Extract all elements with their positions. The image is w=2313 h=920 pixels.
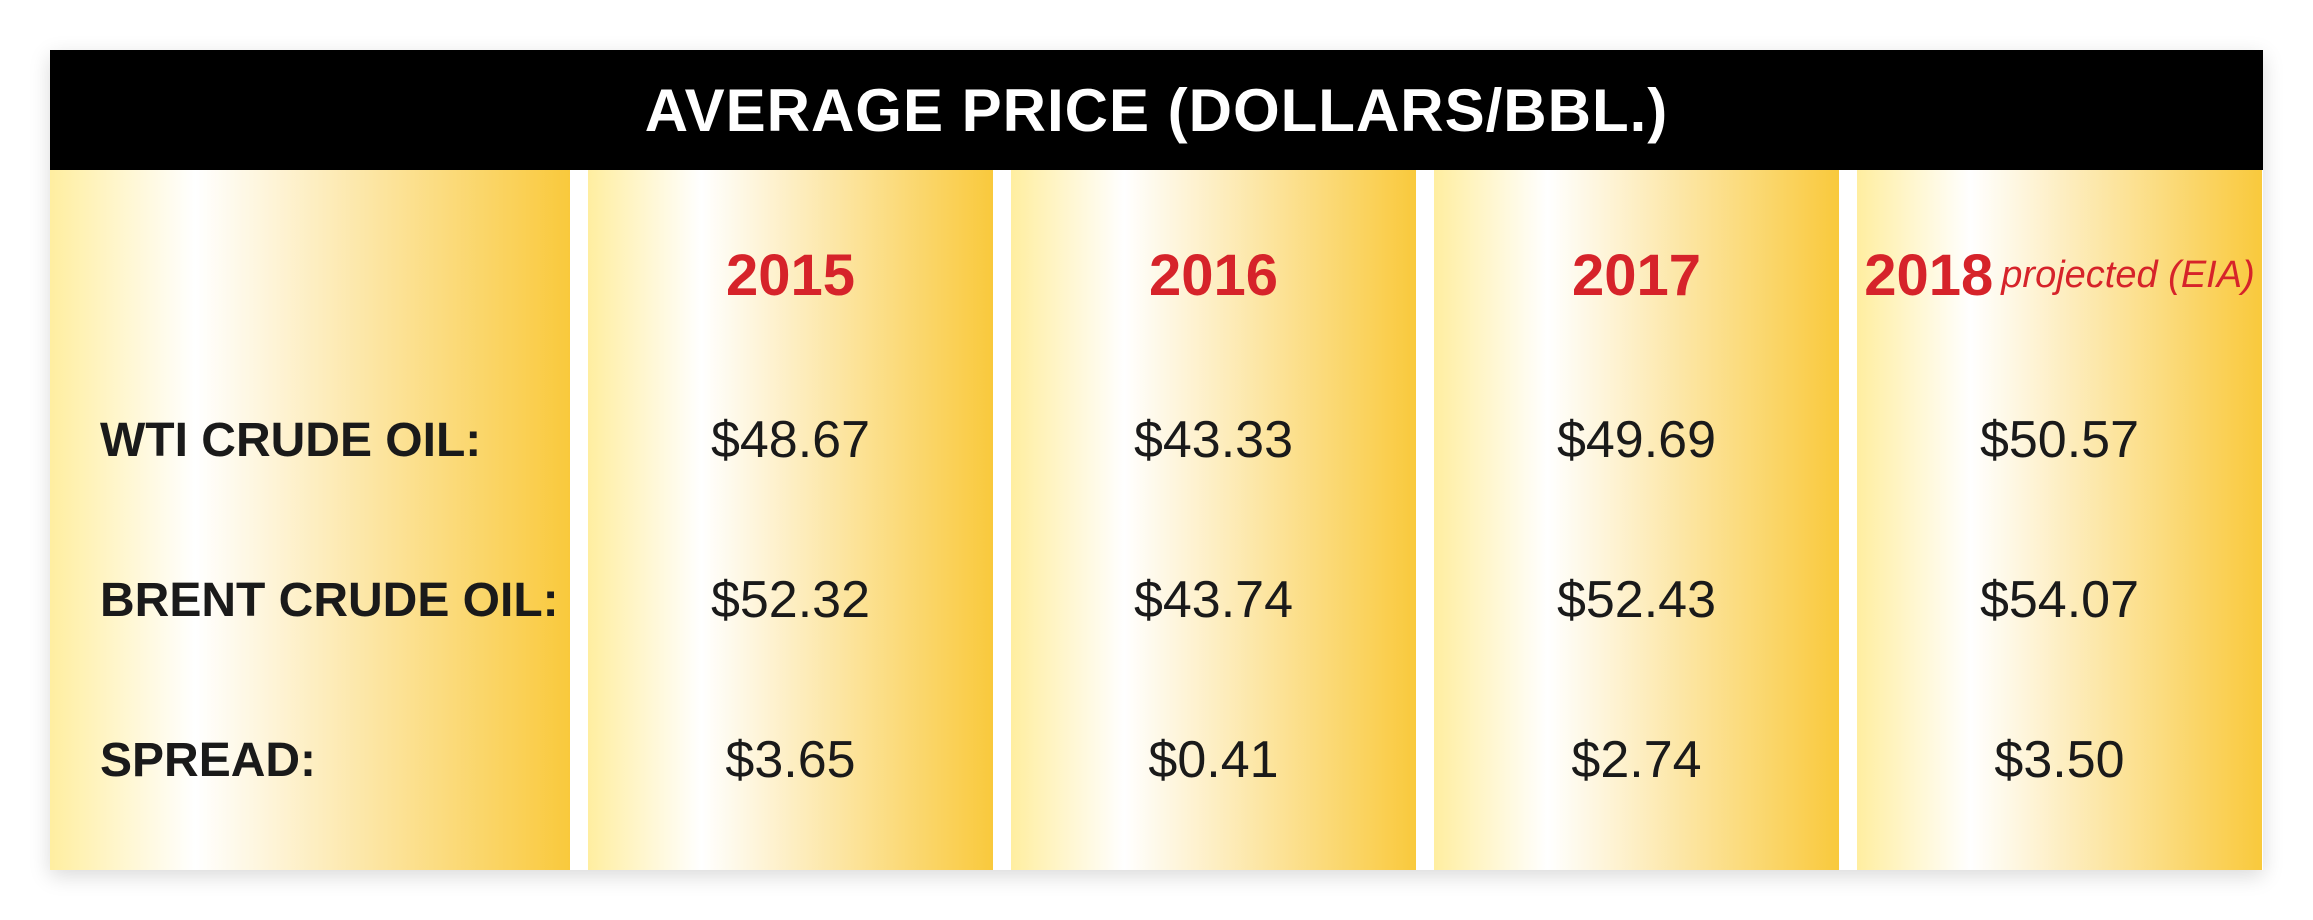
table-cell: $50.57 <box>1857 395 2262 485</box>
table-cell: $0.41 <box>1011 715 1416 805</box>
table-cell: $3.50 <box>1857 715 2262 805</box>
table-cell: $43.74 <box>1011 555 1416 645</box>
year-label: 2017 <box>1572 242 1701 309</box>
year-note: projected (EIA) <box>1993 254 2254 297</box>
row-label-text: WTI CRUDE OIL: <box>100 413 481 468</box>
row-label: WTI CRUDE OIL: <box>50 395 570 485</box>
column-header: 2018projected (EIA) <box>1857 230 2262 320</box>
cell-value: $43.33 <box>1134 410 1293 470</box>
year-label: 2018 <box>1864 242 1993 309</box>
cell-value: $50.57 <box>1980 410 2139 470</box>
column-gap <box>570 170 588 870</box>
label-column: WTI CRUDE OIL: BRENT CRUDE OIL: SPREAD: <box>50 170 570 870</box>
year-label: 2015 <box>726 242 855 309</box>
table-cell: $49.69 <box>1434 395 1839 485</box>
column-gap <box>1416 170 1434 870</box>
table-cell: $3.65 <box>588 715 993 805</box>
column-gap <box>1839 170 1857 870</box>
column-header: 2015 <box>588 230 993 320</box>
cell-value: $52.43 <box>1557 570 1716 630</box>
cell-value: $52.32 <box>711 570 870 630</box>
cell-value: $43.74 <box>1134 570 1293 630</box>
column-header: 2016 <box>1011 230 1416 320</box>
table-cell: $48.67 <box>588 395 993 485</box>
row-label-text: SPREAD: <box>100 733 316 788</box>
cell-value: $3.65 <box>725 730 855 790</box>
table-cell: $2.74 <box>1434 715 1839 805</box>
cell-value: $2.74 <box>1571 730 1701 790</box>
column-gap <box>993 170 1011 870</box>
table-cell: $43.33 <box>1011 395 1416 485</box>
cell-value: $3.50 <box>1994 730 2124 790</box>
cell-value: $49.69 <box>1557 410 1716 470</box>
table-title: AVERAGE PRICE (DOLLARS/BBL.) <box>645 76 1669 145</box>
oil-price-table: AVERAGE PRICE (DOLLARS/BBL.) WTI CRUDE O… <box>50 50 2263 870</box>
table-cell: $54.07 <box>1857 555 2262 645</box>
table-cell: $52.43 <box>1434 555 1839 645</box>
year-label: 2016 <box>1149 242 1278 309</box>
cell-value: $48.67 <box>711 410 870 470</box>
table-body: WTI CRUDE OIL: BRENT CRUDE OIL: SPREAD: 201… <box>50 170 2263 870</box>
cell-value: $54.07 <box>1980 570 2139 630</box>
row-label: SPREAD: <box>50 715 570 805</box>
row-label-text: BRENT CRUDE OIL: <box>100 573 559 628</box>
row-label: BRENT CRUDE OIL: <box>50 555 570 645</box>
table-cell: $52.32 <box>588 555 993 645</box>
column-header: 2017 <box>1434 230 1839 320</box>
cell-value: $0.41 <box>1148 730 1278 790</box>
table-title-bar: AVERAGE PRICE (DOLLARS/BBL.) <box>50 50 2263 170</box>
